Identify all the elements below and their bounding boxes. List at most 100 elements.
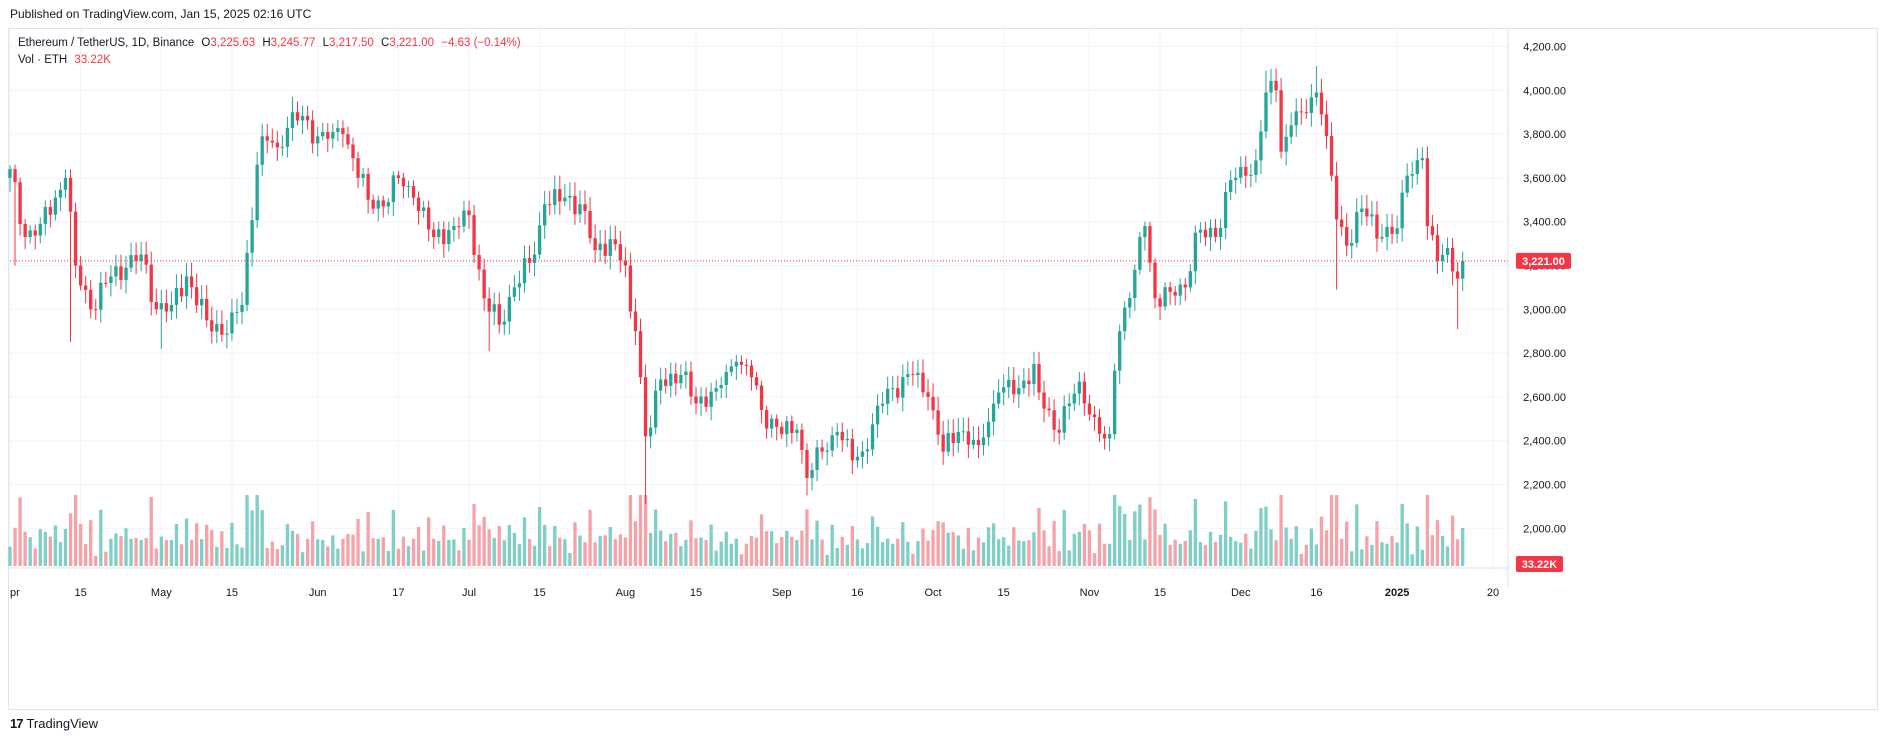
low-label: L: [322, 37, 330, 49]
time-axis[interactable]: pr 15 May 15 Jun 17 Jul 15 Aug 15 Sep 16 Oct 15 Nov 15 D…: [10, 567, 1508, 599]
candle-body-195: [991, 403, 996, 422]
volume-bar-48: [250, 510, 254, 566]
volume-bar-18: [99, 509, 103, 566]
candle-body-5: [33, 230, 37, 236]
candle-body-96: [492, 304, 496, 312]
grid: [9, 29, 1508, 570]
volume-bar-198: [1007, 545, 1011, 566]
volume-bar-155: [790, 536, 794, 566]
volume-bar-182: [926, 540, 930, 566]
candle-body-82: [421, 207, 426, 211]
volume-bar-263: [1334, 495, 1339, 566]
volume-bar-35: [184, 518, 189, 566]
candle-body-229: [1163, 287, 1167, 307]
volume-bar-227: [1153, 509, 1157, 566]
candle-body-211: [1072, 393, 1076, 404]
volume-bar-93: [477, 525, 481, 566]
candle-body-203: [1032, 364, 1036, 385]
price-axis[interactable]: 2,000.00 2,200.00 2,400.00 2,600.00 2,800.00…: [1507, 29, 1566, 588]
candle-body-108: [553, 189, 557, 206]
candle-body-233: [1183, 284, 1187, 288]
volume-bar-202: [1027, 540, 1031, 566]
candle-body-206: [1047, 408, 1051, 411]
candle-body-85: [437, 229, 441, 238]
volume-bar-270: [1370, 544, 1374, 566]
last-volume-tag: 33.22K: [1522, 559, 1558, 571]
candle-body-43: [225, 333, 229, 335]
candle-body-205: [1042, 392, 1046, 409]
candle-body-16: [89, 289, 93, 310]
symbol-title[interactable]: Ethereum / TetherUS, 1D, Binance: [18, 37, 195, 49]
chart-frame[interactable]: [8, 28, 1878, 710]
volume-bar-230: [1168, 544, 1172, 566]
volume-bar-88: [452, 539, 456, 566]
candle-body-174: [886, 388, 890, 404]
candle-body-99: [507, 296, 512, 322]
volume-label[interactable]: Vol · ETH: [18, 54, 68, 66]
volume-bar-223: [1133, 511, 1137, 566]
volume-bar-104: [532, 545, 537, 566]
volume-bar-6: [38, 529, 42, 566]
price-tick-label-2: 2,400.00: [1523, 436, 1566, 448]
volume-bar-181: [921, 528, 925, 566]
candle-body-118: [603, 243, 607, 256]
volume-bar-211: [1072, 533, 1076, 566]
candle-body-126: [643, 377, 648, 437]
candle-body-243: [1234, 177, 1238, 181]
tradingview-logo[interactable]: 17 TradingView: [10, 716, 98, 731]
volume-bar-16: [89, 520, 93, 566]
candle-body-63: [326, 131, 330, 139]
volume-bar-74: [381, 537, 385, 566]
volume-bar-58: [300, 552, 305, 566]
candles: [8, 66, 1465, 505]
volume-bar-233: [1183, 540, 1187, 566]
volume-bar-141: [719, 541, 723, 566]
candle-body-40: [210, 320, 214, 332]
candle-body-100: [512, 287, 517, 297]
volume-bar-8: [48, 536, 53, 566]
candle-body-123: [628, 265, 633, 312]
candle-body-68: [351, 144, 355, 159]
candle-body-177: [901, 377, 905, 398]
candle-body-141: [719, 384, 723, 389]
candle-body-92: [472, 215, 476, 255]
time-tick-label-10: Sep: [772, 587, 792, 599]
candle-body-110: [563, 197, 567, 202]
candle-body-144: [734, 361, 739, 367]
candle-body-70: [361, 173, 365, 178]
candle-body-262: [1329, 136, 1334, 176]
volume-bar-60: [310, 521, 315, 566]
volume-bar-140: [714, 550, 718, 566]
price-tick-label-0: 2,000.00: [1523, 523, 1566, 535]
candle-body-115: [588, 210, 592, 239]
volume-bar-236: [1198, 541, 1203, 566]
volume-bar-272: [1380, 542, 1384, 566]
volume-bar-193: [981, 542, 986, 566]
volume-bar-91: [467, 539, 471, 566]
candle-body-19: [104, 282, 108, 284]
volume-bar-118: [603, 535, 607, 566]
volume-bar-167: [850, 525, 855, 566]
volume-bar-250: [1269, 529, 1273, 566]
volume-bar-286: [1450, 515, 1455, 566]
candle-body-105: [537, 225, 542, 255]
candle-body-272: [1380, 237, 1384, 239]
volume-bar-218: [1107, 543, 1112, 566]
candle-body-164: [835, 431, 839, 436]
candle-body-25: [134, 255, 138, 262]
volume-bar-78: [401, 536, 406, 566]
volume-bar-142: [724, 531, 728, 566]
candle-body-258: [1309, 97, 1314, 113]
volume-bar-228: [1158, 535, 1162, 566]
candle-body-226: [1148, 226, 1152, 263]
candle-body-222: [1128, 298, 1132, 308]
time-tick-label-4: Jun: [309, 587, 327, 599]
candle-body-36: [189, 276, 194, 288]
candle-body-91: [467, 210, 471, 216]
volume-bar-83: [426, 517, 431, 566]
volume-bar-214: [1087, 530, 1092, 566]
price-tick-label-3: 2,600.00: [1523, 392, 1566, 404]
price-tick-label-1: 2,200.00: [1523, 479, 1566, 491]
candle-body-288: [1461, 260, 1465, 279]
